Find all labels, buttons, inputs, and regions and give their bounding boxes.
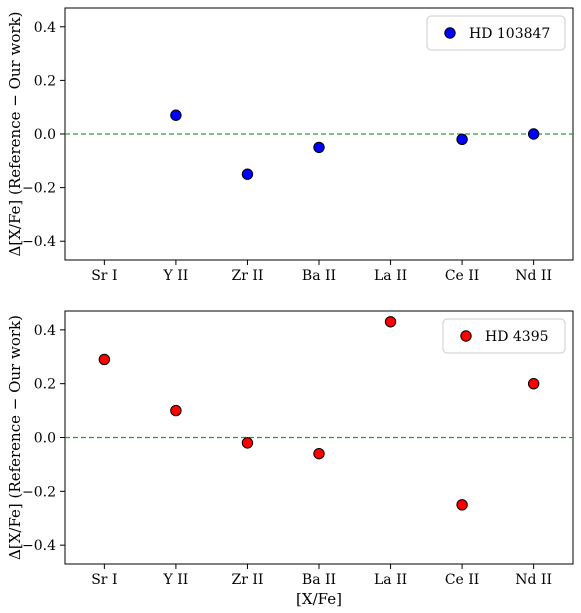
y-axis-label: Δ[X/Fe] (Reference − Our work) <box>6 315 24 560</box>
y-tick-label: −0.2 <box>22 484 56 500</box>
data-point <box>527 377 540 390</box>
x-tick-label: Ba II <box>302 268 336 284</box>
y-tick-label: 0.0 <box>34 431 56 447</box>
x-tick-label: Ce II <box>445 268 480 284</box>
data-point <box>456 133 468 146</box>
x-tick-label: La II <box>374 572 407 588</box>
x-tick-label: Nd II <box>515 572 552 588</box>
x-tick-label: Zr II <box>231 572 263 588</box>
x-tick-label: Y II <box>163 268 189 284</box>
data-point <box>241 168 254 180</box>
y-tick-label: 0.0 <box>34 127 56 143</box>
chart-panel-1: 0.4 0.2 0.0 −0.2 −0.4 Sr I Y II Zr II Ba II La II… <box>6 7 574 284</box>
data-point <box>456 499 468 511</box>
data-point <box>527 128 540 140</box>
data-point <box>241 437 254 449</box>
y-tick-label: −0.4 <box>22 234 56 250</box>
y-tick-label: −0.2 <box>22 181 56 197</box>
x-tick-label: Ce II <box>445 572 480 588</box>
data-point <box>313 141 325 154</box>
data-point <box>98 353 111 366</box>
y-tick-label: 0.4 <box>34 20 56 36</box>
x-tick-label: La II <box>374 268 407 284</box>
x-tick-label: Sr I <box>91 572 117 588</box>
x-tick-label: Zr II <box>231 268 263 284</box>
x-tick-label: Nd II <box>515 268 552 284</box>
x-axis-label: [X/Fe] <box>296 590 342 608</box>
data-point <box>384 316 397 328</box>
y-tick-label: −0.4 <box>22 538 56 554</box>
y-tick-label: 0.4 <box>34 323 56 339</box>
x-tick-label: Y II <box>163 572 189 588</box>
data-point <box>313 447 325 460</box>
legend-label: HD 103847 <box>469 26 550 42</box>
x-tick-label: Ba II <box>302 572 336 588</box>
y-axis-label: Δ[X/Fe] (Reference − Our work) <box>6 12 24 257</box>
data-point <box>170 109 182 121</box>
legend-box <box>442 318 566 354</box>
data-point <box>170 404 182 417</box>
x-tick-label: Sr I <box>91 268 117 284</box>
y-tick-label: 0.2 <box>34 377 56 393</box>
legend-box <box>426 15 566 51</box>
legend-label: HD 4395 <box>485 329 549 345</box>
legend-marker <box>460 330 472 342</box>
y-tick-label: 0.2 <box>34 73 56 89</box>
legend-marker <box>444 27 456 39</box>
chart-panel-2: 0.4 0.2 0.0 −0.2 −0.4 Sr I Y II Zr II Ba II La II… <box>6 310 574 608</box>
